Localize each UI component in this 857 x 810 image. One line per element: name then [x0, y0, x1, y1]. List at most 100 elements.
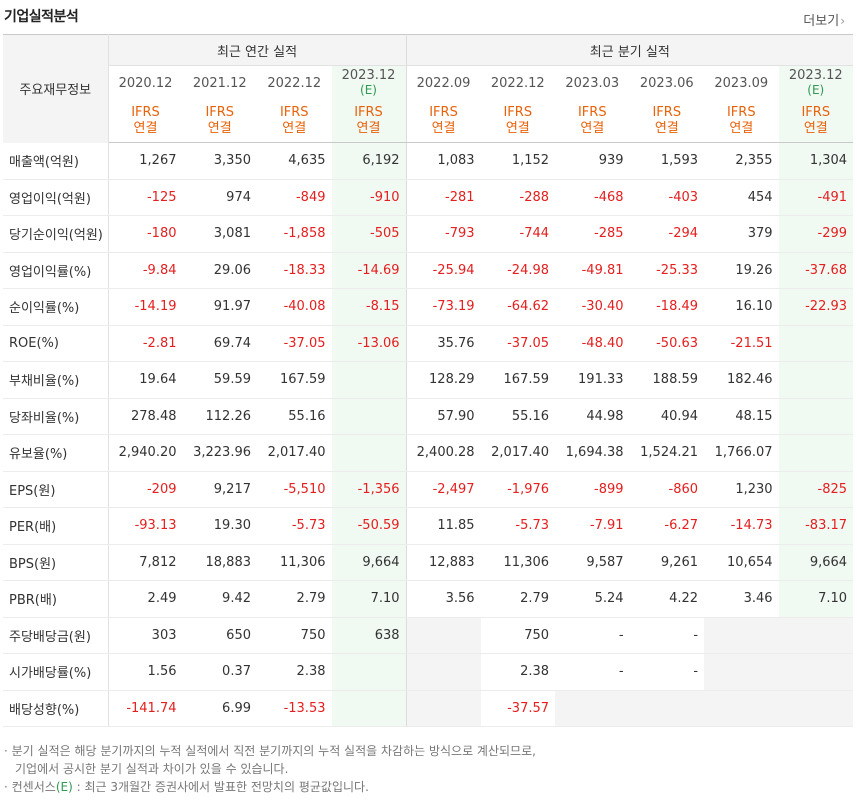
standard-header: IFRS 연결: [778, 100, 854, 143]
more-link[interactable]: 더보기›: [803, 10, 845, 29]
table-cell: 1,524.21: [629, 434, 705, 472]
row-label: PBR(배): [3, 580, 109, 618]
table-cell: -: [555, 616, 630, 654]
table-cell: -285: [555, 215, 630, 253]
table-cell: -18.49: [629, 288, 705, 326]
table-cell: 2,400.28: [405, 434, 481, 472]
standard-header: IFRS 연결: [405, 100, 481, 143]
table-cell: -793: [405, 215, 481, 253]
period-header: 2023.06: [629, 65, 705, 100]
table-cell: -37.68: [778, 251, 854, 289]
row-label: 영업이익(억원): [3, 179, 109, 216]
period-header: 2023.03: [555, 65, 630, 100]
table-cell: 16.10: [704, 288, 779, 326]
table-cell: -491: [778, 179, 854, 216]
table-cell: 1,593: [629, 142, 705, 180]
standard-header: IFRS 연결: [257, 100, 332, 143]
chevron-right-icon: ›: [840, 14, 845, 28]
table-cell: -14.73: [704, 507, 779, 545]
period-header: 2022.12: [257, 65, 332, 100]
table-cell: 112.26: [182, 398, 257, 435]
table-cell: -294: [629, 215, 705, 253]
table-cell: -910: [331, 179, 407, 216]
row-label: 영업이익률(%): [3, 251, 109, 289]
table-cell: -93.13: [108, 507, 183, 545]
period-header: 2023.12 (E): [778, 65, 854, 100]
table-cell: 379: [704, 215, 779, 253]
table-cell: 48.15: [704, 398, 779, 435]
period-header: 2022.12: [480, 65, 556, 100]
table-cell: 939: [555, 142, 630, 180]
row-label: 매출액(억원): [3, 142, 109, 180]
table-cell: -5.73: [257, 507, 332, 545]
table-cell: 167.59: [480, 361, 556, 399]
table-cell: -825: [778, 470, 854, 508]
table-cell: 2.38: [257, 653, 332, 691]
row-label: 당기순이익(억원): [3, 215, 109, 253]
table-row: 부채비율(%) 19.64 59.59 167.59 128.29 167.59 191.3…: [3, 361, 854, 399]
table-row: 당기순이익(억원) -180 3,081 -1,858 -505 -793 -744 -285…: [3, 215, 854, 253]
table-cell: 3.56: [405, 580, 481, 618]
period-header: 2023.09: [704, 65, 779, 100]
table-cell: -13.53: [257, 690, 332, 727]
table-cell: 2.49: [108, 580, 183, 618]
table-cell: 19.26: [704, 251, 779, 289]
table-cell: [778, 361, 854, 399]
table-cell: 9,587: [555, 544, 630, 581]
section-title: 기업실적분석: [4, 9, 79, 25]
table-cell: 11.85: [405, 507, 481, 545]
table-cell: 29.06: [182, 251, 257, 289]
table-cell: -: [629, 653, 705, 691]
estimate-mark: (E): [807, 83, 825, 97]
table-row: 영업이익률(%) -9.84 29.06 -18.33 -14.69 -25.94 -24.…: [3, 251, 854, 289]
table-row: 영업이익(억원) -125 974 -849 -910 -281 -288 -468 -403 4…: [3, 179, 854, 216]
table-cell: 59.59: [182, 361, 257, 399]
table-cell: 5.24: [555, 580, 630, 618]
table-body: 매출액(억원) 1,267 3,350 4,635 6,192 1,083 1,152 939…: [3, 142, 854, 727]
table-cell: 11,306: [257, 544, 332, 581]
row-label: 유보율(%): [3, 434, 109, 472]
table-cell: 11,306: [480, 544, 556, 581]
table-row: 유보율(%) 2,940.20 3,223.96 2,017.40 2,400.28 2,…: [3, 434, 854, 472]
table-cell: -40.08: [257, 288, 332, 326]
table-cell: -14.69: [331, 251, 407, 289]
table-cell: -73.19: [405, 288, 481, 326]
table-cell: 2.79: [257, 580, 332, 618]
table-cell: [778, 690, 854, 727]
table-cell: -24.98: [480, 251, 556, 289]
table-cell: 1,267: [108, 142, 183, 180]
table-cell: -25.33: [629, 251, 705, 289]
table-cell: -5,510: [257, 470, 332, 508]
table-cell: [778, 398, 854, 435]
table-cell: -288: [480, 179, 556, 216]
table-row: ROE(%) -2.81 69.74 -37.05 -13.06 35.76 -37.05-…: [3, 325, 854, 362]
table-cell: -50.59: [331, 507, 407, 545]
table-cell: -468: [555, 179, 630, 216]
table-cell: 638: [331, 616, 407, 654]
table-cell: -281: [405, 179, 481, 216]
table-cell: -2,497: [405, 470, 481, 508]
standard-header: IFRS 연결: [331, 100, 407, 143]
table-cell: 69.74: [182, 325, 257, 362]
table-row: PBR(배) 2.49 9.42 2.79 7.10 3.56 2.79 5.24 4.22 3.…: [3, 580, 854, 618]
table-cell: -37.57: [480, 690, 556, 727]
table-cell: -13.06: [331, 325, 407, 362]
table-cell: [331, 434, 407, 472]
row-label: 시가배당률(%): [3, 653, 109, 691]
row-label: ROE(%): [3, 325, 109, 362]
table-cell: 750: [257, 616, 332, 654]
table-cell: 55.16: [480, 398, 556, 435]
table-cell: 9,664: [778, 544, 854, 581]
table-cell: -64.62: [480, 288, 556, 326]
row-label: BPS(원): [3, 544, 109, 581]
table-cell: -18.33: [257, 251, 332, 289]
annual-group-header: 최근 연간 실적: [108, 34, 407, 66]
table-cell: [331, 653, 407, 691]
table-cell: -299: [778, 215, 854, 253]
table-cell: [704, 653, 779, 691]
table-cell: 9.42: [182, 580, 257, 618]
row-label: EPS(원): [3, 470, 109, 508]
table-cell: 3,350: [182, 142, 257, 180]
table-cell: 12,883: [405, 544, 481, 581]
quarter-group-header: 최근 분기 실적: [405, 34, 854, 66]
